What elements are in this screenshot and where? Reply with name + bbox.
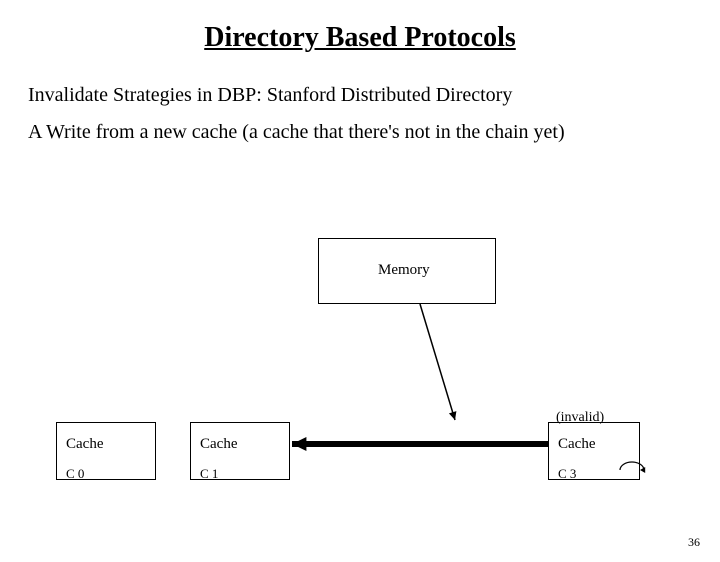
description: A Write from a new cache (a cache that t… [28, 121, 720, 144]
invalid-label: (invalid) [556, 410, 604, 426]
memory-label: Memory [378, 262, 430, 279]
cache-box-c1 [190, 422, 290, 480]
page-title: Directory Based Protocols [0, 22, 720, 54]
cache-box-c0 [56, 422, 156, 480]
memory-box [318, 238, 496, 304]
cache-label-c1-bottom: C 1 [200, 466, 218, 482]
cache-label-c0-top: Cache [66, 436, 103, 453]
cache-label-c1-top: Cache [200, 436, 237, 453]
page-number: 36 [688, 535, 700, 550]
cache-label-c3-top: Cache [558, 436, 595, 453]
subtitle: Invalidate Strategies in DBP: Stanford D… [28, 84, 720, 107]
cache-box-c3 [548, 422, 640, 480]
cache-label-c0-bottom: C 0 [66, 466, 84, 482]
cache-label-c3-bottom: C 3 [558, 466, 576, 482]
